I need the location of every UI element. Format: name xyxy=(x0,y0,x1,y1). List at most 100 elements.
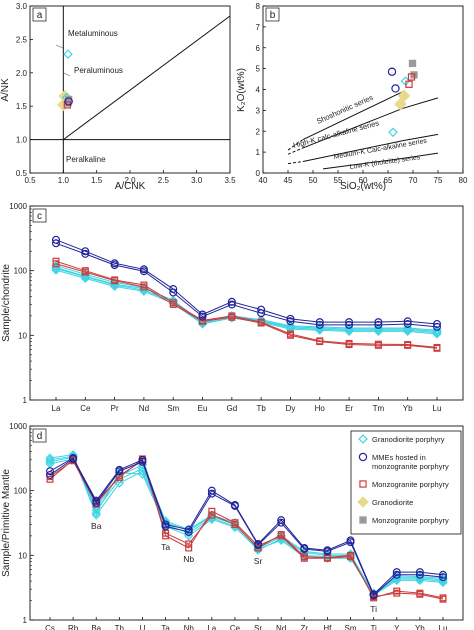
data-point-mme xyxy=(110,261,119,270)
data-point-mme xyxy=(161,522,170,531)
boundary-low-k xyxy=(322,152,439,170)
panel-a-frame xyxy=(29,5,231,174)
y-tick-label: 1 xyxy=(256,148,261,157)
x-tick-label-pr: Pr xyxy=(111,404,119,413)
data-point-mme xyxy=(51,235,60,244)
x-tick-label-la: La xyxy=(207,624,216,630)
y-tick-label: 1.0 xyxy=(16,136,28,145)
boundary-high-k xyxy=(302,97,439,149)
y-tick-label: 1000 xyxy=(9,202,27,211)
x-tick-label: 80 xyxy=(459,176,468,185)
panel-d-y-axis-label: Sample/Primitive Mantle xyxy=(1,469,12,577)
series-line xyxy=(49,454,444,597)
x-tick-label: 2.0 xyxy=(124,176,136,185)
x-tick-label-lu: Lu xyxy=(439,624,448,630)
data-point-granodiorite-porphyry xyxy=(285,321,296,331)
panel-a-aluminum-saturation-plot: a 0.5 1.0 1.5 2.0 2.5 3.0 3.5 0.5 1.0 1.5 2.0 2.5 3… xyxy=(0,2,236,192)
data-point-monzogranite-porphyry xyxy=(52,260,60,268)
data-point-granodiorite-porphyry xyxy=(137,469,148,479)
legend-label: monzogranite porphyry xyxy=(372,462,449,471)
panel-d-y-ticks: 1 10 100 1000 xyxy=(9,422,34,625)
x-tick-label-zr: Zr xyxy=(301,624,309,630)
data-point-monzogranite-porphyry xyxy=(286,331,294,339)
x-tick-label: 40 xyxy=(259,176,268,185)
x-tick-label: 3.0 xyxy=(191,176,203,185)
data-point-monzogranite-porphyry xyxy=(169,300,177,308)
panel-d-label-box xyxy=(32,428,47,443)
data-point-monzogranite-porphyry xyxy=(185,544,193,552)
data-point-granodiorite-porphyry xyxy=(45,453,55,463)
boundary-diagonal xyxy=(63,15,231,141)
data-point-mme xyxy=(81,247,90,256)
data-point-monzogranite-porphyry xyxy=(208,511,216,519)
y-tick-label: 3 xyxy=(256,106,261,115)
x-tick-label-hf: Hf xyxy=(323,624,332,630)
y-tick-label: 1000 xyxy=(9,422,27,431)
annotation-nb: Nb xyxy=(183,554,194,564)
data-point-mme xyxy=(415,568,424,577)
x-tick-label-dy: Dy xyxy=(286,404,296,413)
data-point-mme xyxy=(138,457,147,466)
data-point-monzogranite-porphyry xyxy=(416,589,424,597)
x-tick-label: 1.5 xyxy=(91,176,103,185)
data-point-monzogranite-porphyry xyxy=(439,594,447,602)
panel-b-label: b xyxy=(270,10,276,21)
data-point-granodiorite-porphyry xyxy=(438,577,448,588)
data-point-monzogranite xyxy=(408,59,417,68)
data-point-mme xyxy=(315,320,324,329)
data-point-mme xyxy=(227,300,236,309)
x-tick-label: 75 xyxy=(434,176,443,185)
data-point-mme xyxy=(286,314,295,323)
boundary-medium-k-dashed xyxy=(287,161,304,165)
legend-entry-granodiorite-porphyry: Granodiorite porphyry xyxy=(358,434,445,444)
data-point-monzogranite-porphyry xyxy=(185,540,193,548)
legend-label: MMEs hosted in xyxy=(372,453,426,462)
x-tick-label-lu: Lu xyxy=(433,404,442,413)
data-point-mme xyxy=(92,498,101,507)
y-tick-label: 1 xyxy=(23,616,28,625)
series-label-low-k: Low-K (tholeiite) series xyxy=(349,154,421,171)
y-tick-label: 1.5 xyxy=(16,102,28,111)
x-tick-label-nd: Nd xyxy=(276,624,286,630)
series-label-high-k: High-K calc-alkaline series xyxy=(292,118,380,150)
x-tick-label-sm: Sm xyxy=(345,624,357,630)
data-point-monzogranite-porphyry xyxy=(433,344,441,352)
y-tick-label: 10 xyxy=(18,551,27,560)
panel-c-y-ticks: 1 10 100 1000 xyxy=(9,202,34,405)
data-point-monzogranite-porphyry xyxy=(257,319,265,327)
series-line xyxy=(49,458,444,597)
boundary-shoshonitic-dashed xyxy=(287,139,304,151)
data-point-mme xyxy=(433,322,442,331)
x-tick-label-gd: Gd xyxy=(227,404,238,413)
annotation-sr: Sr xyxy=(254,556,263,566)
data-point-mme xyxy=(346,538,355,547)
x-tick-label: 60 xyxy=(359,176,368,185)
data-point-mme xyxy=(403,319,412,328)
legend-marker-monzogranite-porphyry xyxy=(359,480,367,488)
x-tick-label-u: U xyxy=(140,624,146,630)
series-monzogranite-porphyry xyxy=(52,260,441,352)
data-point-monzogranite-porphyry xyxy=(300,553,308,561)
data-point-mme xyxy=(198,312,207,321)
data-point-mme xyxy=(207,489,216,498)
x-tick-label-eu: Eu xyxy=(198,404,208,413)
data-point-mme xyxy=(286,317,295,326)
x-tick-label-nd: Nd xyxy=(139,404,149,413)
annotation-ba: Ba xyxy=(91,521,102,531)
legend-marker-granodiorite-porphyry xyxy=(358,434,368,444)
panel-b-x-ticks: 40 45 50 55 60 65 70 75 80 xyxy=(259,170,468,185)
y-tick-label: 6 xyxy=(256,44,261,53)
series-line xyxy=(55,263,438,349)
data-point-monzogranite-porphyry xyxy=(404,341,412,349)
data-point-granodiorite-porphyry xyxy=(315,322,325,332)
panel-a-label-box xyxy=(32,7,47,22)
panel-c-frame xyxy=(29,205,464,401)
data-point-mme xyxy=(374,318,383,327)
y-tick-label: 2 xyxy=(256,127,261,136)
x-tick-label: 45 xyxy=(284,176,293,185)
x-tick-label-y: Y xyxy=(394,624,400,630)
x-tick-label-ce: Ce xyxy=(80,404,91,413)
panel-a-x-axis-label: A/CNK xyxy=(115,181,146,192)
